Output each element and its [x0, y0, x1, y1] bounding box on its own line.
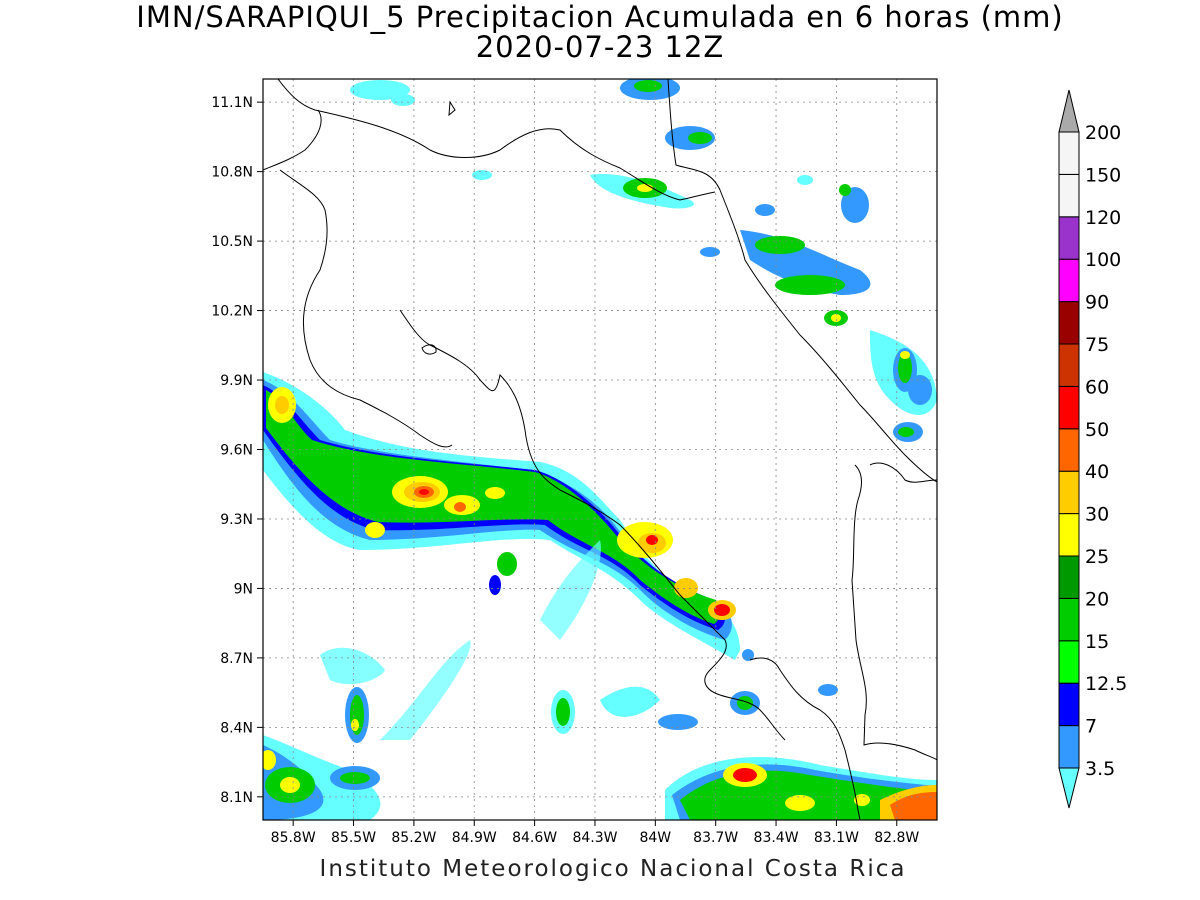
lon-tick-label: 83.1W [814, 830, 859, 846]
lon-tick-label: 85.8W [271, 830, 316, 846]
lon-tick-label: 84.3W [572, 830, 617, 846]
colorbar-label: 20 [1085, 588, 1109, 610]
colorbar-swatch [1058, 258, 1080, 303]
lon-tick-label: 82.8W [874, 830, 919, 846]
colorbar-swatch [1058, 555, 1080, 599]
coastline [263, 79, 937, 820]
colorbar-swatch [1058, 725, 1080, 769]
colorbar-label: 7 [1085, 716, 1097, 738]
lat-tick-label: 8.1N [220, 790, 253, 806]
lat-tick-label: 11.1N [211, 95, 253, 111]
lat-tick-label: 9.6N [220, 443, 253, 459]
colorbar-label: 25 [1085, 546, 1109, 568]
colorbar-label: 50 [1085, 419, 1109, 441]
colorbar-label: 200 [1085, 122, 1121, 144]
lat-tick-label: 10.2N [211, 304, 253, 320]
lat-tick-label: 9.9N [220, 373, 253, 389]
colorbar-upper-arrow [1058, 89, 1080, 133]
credit-text: Instituto Meteorologico Nacional Costa R… [319, 856, 907, 882]
lat-tick-label: 10.5N [211, 234, 253, 250]
colorbar-swatch [1058, 428, 1080, 472]
grid-lines [263, 79, 937, 820]
colorbar-swatch [1058, 301, 1080, 345]
colorbar-swatch [1058, 682, 1080, 727]
colorbar-swatch [1058, 131, 1080, 175]
lon-tick-label: 85.5W [331, 830, 376, 846]
colorbar-label: 30 [1085, 504, 1109, 526]
lon-tick-label: 83.4W [754, 830, 799, 846]
lon-tick-label: 84W [639, 830, 671, 846]
colorbar-swatch [1058, 513, 1080, 557]
precipitation-field [263, 79, 937, 820]
colorbar-label: 100 [1085, 249, 1121, 271]
colorbar-lower-arrow [1058, 767, 1080, 809]
lon-tick-label: 83.7W [693, 830, 738, 846]
lon-tick-label: 84.9W [452, 830, 497, 846]
lon-tick-label: 84.6W [512, 830, 557, 846]
colorbar-legend: 3.5 7 12.5 15 20 25 30 40 50 60 75 90 100 120 150 200 [1058, 89, 1127, 809]
colorbar-label: 90 [1085, 292, 1109, 314]
colorbar-swatch [1058, 173, 1080, 218]
colorbar-swatch [1058, 597, 1080, 642]
colorbar-swatch [1058, 343, 1080, 387]
latitude-tick-labels: 8.1N 8.4N 8.7N 9N 9.3N 9.6N 9.9N 10.2N 10.5N 10.8… [211, 95, 263, 806]
lat-tick-label: 10.8N [211, 165, 253, 181]
longitude-tick-labels: 85.8W 85.5W 85.2W 84.9W 84.6W 84.3W 84W 83.7W 83… [271, 820, 919, 846]
colorbar-label: 150 [1085, 164, 1121, 186]
colorbar-swatch [1058, 640, 1080, 684]
colorbar-label: 40 [1085, 461, 1109, 483]
colorbar-label: 15 [1085, 631, 1109, 653]
lat-tick-label: 8.7N [220, 651, 253, 667]
lat-tick-label: 8.4N [220, 720, 253, 736]
colorbar-label: 12.5 [1085, 673, 1127, 695]
lat-tick-label: 9N [234, 581, 253, 597]
colorbar-label: 3.5 [1085, 758, 1115, 780]
colorbar-swatch [1058, 385, 1080, 430]
map-subtitle-date: 2020-07-23 12Z [475, 30, 725, 64]
lat-tick-label: 9.3N [220, 512, 253, 528]
map-title: IMN/SARAPIQUI_5 Precipitacion Acumulada … [136, 0, 1064, 34]
colorbar-label: 120 [1085, 207, 1121, 229]
lon-tick-label: 85.2W [391, 830, 436, 846]
colorbar-label: 60 [1085, 376, 1109, 398]
colorbar-swatch [1058, 216, 1080, 260]
colorbar-label: 75 [1085, 334, 1109, 356]
colorbar-swatch [1058, 470, 1080, 515]
